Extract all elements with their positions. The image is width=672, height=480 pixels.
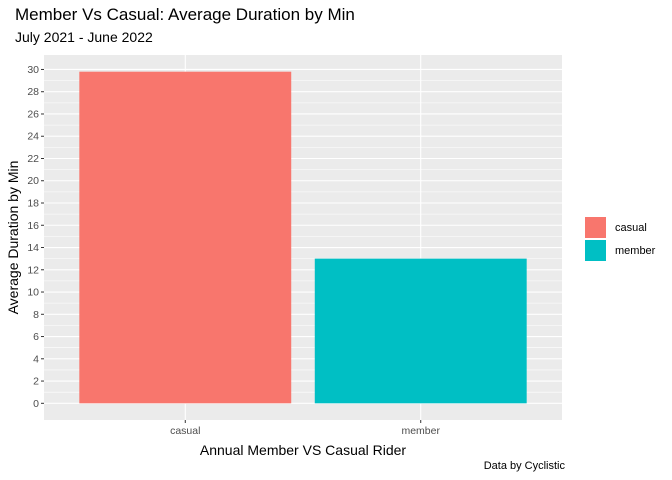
chart-subtitle: July 2021 - June 2022 (15, 29, 153, 45)
legend-item-member: member (584, 239, 655, 262)
y-tick-label: 14 (27, 242, 39, 254)
y-tick-label: 26 (27, 108, 39, 120)
y-tick-label: 6 (33, 331, 39, 343)
bar-casual (79, 71, 292, 404)
y-tick-label: 8 (33, 309, 39, 321)
y-tick-label: 12 (27, 264, 39, 276)
y-tick-label: 10 (27, 287, 39, 299)
legend-label-casual: casual (615, 221, 647, 234)
y-tick-label: 28 (27, 86, 39, 98)
bar-member (314, 258, 527, 404)
y-tick-label: 4 (33, 353, 39, 365)
legend-label-member: member (615, 244, 656, 257)
y-tick-label: 2 (33, 376, 39, 388)
y-tick-label: 24 (27, 131, 39, 143)
legend-key-casual (584, 216, 607, 239)
legend: casual member (584, 216, 655, 262)
y-tick-label: 22 (27, 153, 39, 165)
y-tick-label: 16 (27, 220, 39, 232)
x-axis-title: Annual Member VS Casual Rider (200, 442, 407, 458)
x-tick-label-member: member (401, 425, 440, 437)
chart-caption: Data by Cyclistic (483, 460, 565, 472)
y-tick-label: 30 (27, 64, 39, 76)
y-tick-label: 0 (33, 398, 39, 410)
chart-title: Member Vs Casual: Average Duration by Mi… (15, 5, 355, 24)
legend-item-casual: casual (584, 216, 655, 239)
y-axis-title: Average Duration by Min (5, 161, 21, 315)
legend-key-member (584, 239, 607, 262)
y-tick-label: 18 (27, 198, 39, 210)
x-tick-label-casual: casual (170, 425, 200, 437)
y-tick-label: 20 (27, 175, 39, 187)
